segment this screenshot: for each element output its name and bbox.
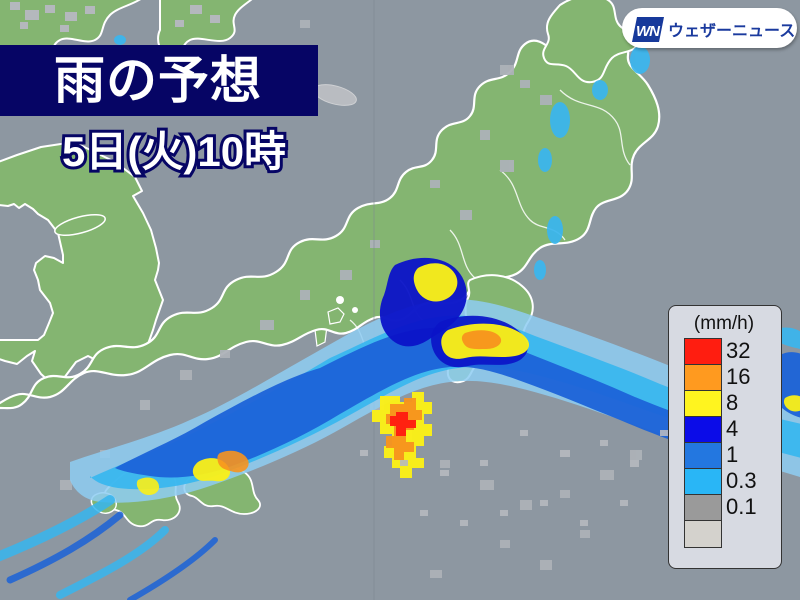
svg-text:WN: WN [636, 23, 661, 40]
